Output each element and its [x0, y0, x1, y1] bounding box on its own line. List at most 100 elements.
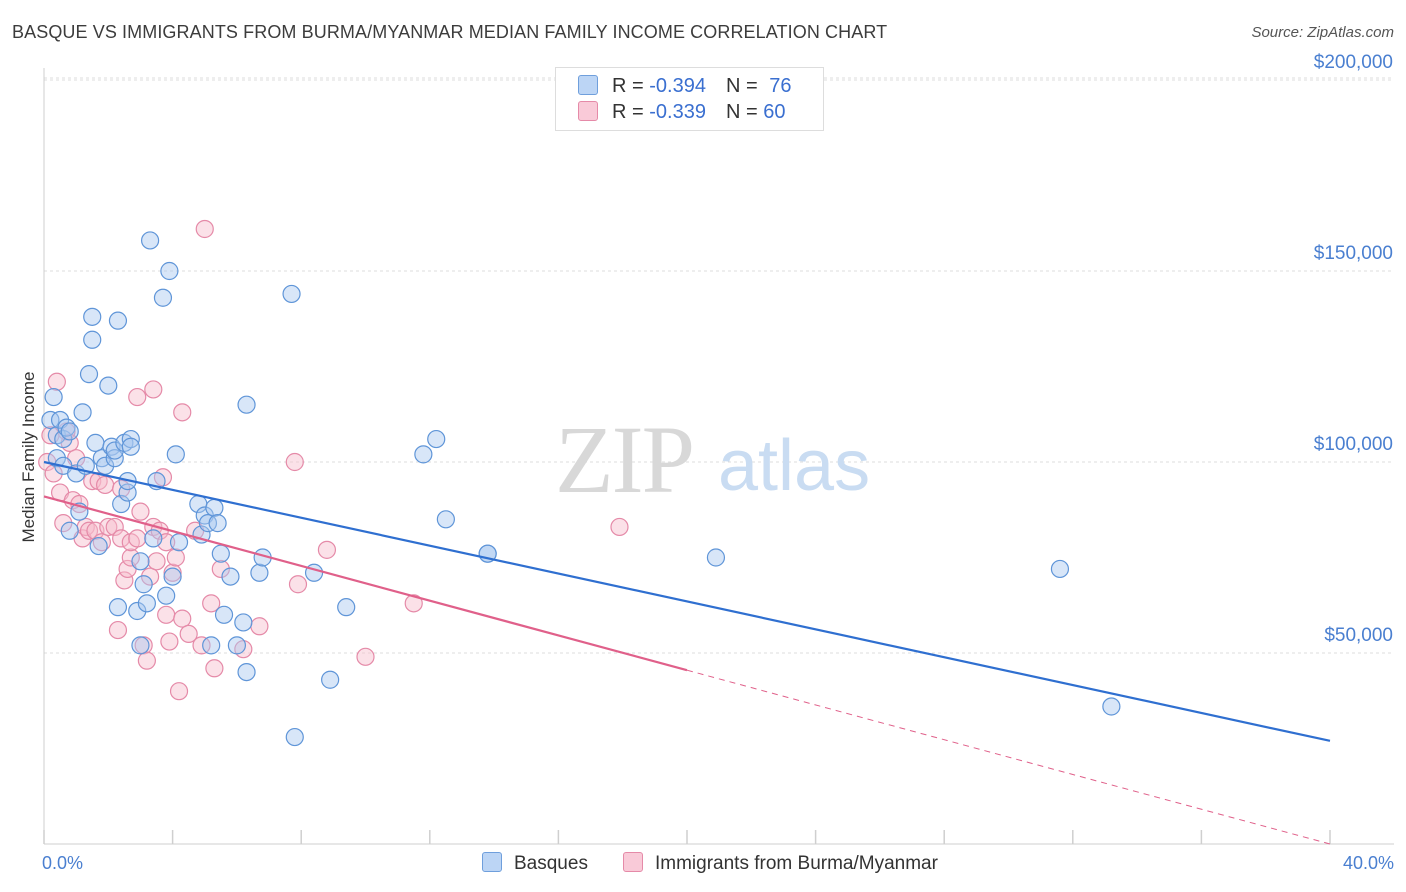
data-point-basques — [706, 548, 726, 567]
data-point-basques — [234, 613, 253, 632]
data-point-immigrants — [356, 647, 375, 666]
data-point-immigrants — [157, 605, 176, 624]
trend-line-basques — [43, 460, 1331, 742]
data-point-immigrants — [112, 529, 131, 548]
data-point-basques — [169, 533, 189, 552]
data-point-basques — [73, 403, 92, 422]
series-legend-basques[interactable]: Basques — [482, 852, 588, 875]
data-point-basques — [202, 636, 221, 655]
watermark-zip: ZIP — [555, 406, 693, 513]
data-point-immigrants — [192, 636, 211, 655]
data-point-immigrants — [79, 521, 99, 540]
watermark-atlas: atlas — [718, 426, 870, 506]
series-swatch-pink — [623, 852, 643, 872]
series-swatch-blue — [482, 852, 502, 872]
data-point-basques — [157, 586, 176, 605]
data-point-basques — [121, 429, 140, 449]
data-point-basques — [105, 449, 124, 468]
data-point-basques — [160, 261, 179, 281]
data-point-immigrants — [173, 403, 192, 422]
data-point-basques — [250, 563, 269, 582]
series-legend-immigrants[interactable]: Immigrants from Burma/Myanmar — [623, 852, 938, 875]
data-point-immigrants — [115, 571, 134, 590]
data-point-basques — [1050, 559, 1070, 579]
data-point-immigrants — [99, 517, 118, 537]
axes — [43, 68, 1394, 845]
data-point-immigrants — [202, 594, 221, 613]
data-point-basques — [205, 498, 224, 517]
data-point-basques — [89, 536, 108, 556]
data-point-immigrants — [54, 514, 73, 533]
data-point-immigrants — [147, 552, 166, 571]
data-point-basques — [214, 605, 234, 624]
y-tick-label: $150,000 — [1314, 243, 1393, 264]
data-point-immigrants — [166, 548, 185, 567]
legend-r-value: -0.339 — [649, 101, 706, 123]
legend-n-label: N = — [725, 75, 764, 97]
data-point-basques — [282, 284, 301, 304]
x-tick-labels: 0.0% 40.0% — [42, 853, 1394, 873]
data-point-immigrants — [179, 624, 198, 644]
y-tick-label: $50,000 — [1324, 625, 1393, 646]
data-point-basques — [237, 395, 256, 414]
data-point-immigrants — [108, 620, 128, 640]
data-point-immigrants — [173, 609, 192, 628]
data-point-basques — [79, 365, 99, 384]
y-tick-labels: $50,000 $100,000 $150,000 $200,000 — [1314, 52, 1393, 646]
trend-line-immigrants — [43, 495, 688, 672]
legend-r-value: -0.394 — [649, 75, 706, 97]
data-point-immigrants — [317, 540, 337, 559]
data-point-basques — [131, 552, 150, 571]
data-point-immigrants — [169, 682, 189, 701]
data-point-basques — [60, 521, 79, 540]
data-point-immigrants — [195, 219, 214, 239]
data-point-immigrants — [131, 502, 150, 521]
y-axis-label: Median Family Income — [19, 371, 38, 542]
y-tick-label: $200,000 — [1314, 52, 1393, 73]
data-point-immigrants — [47, 372, 66, 391]
legend-r-label: R = — [612, 101, 650, 123]
data-point-basques — [163, 567, 182, 586]
legend-r-label: R = — [612, 75, 650, 97]
data-point-basques — [211, 544, 230, 563]
legend-n-value: 76 — [769, 75, 792, 97]
data-point-immigrants — [160, 632, 179, 651]
data-point-basques — [108, 598, 128, 617]
data-point-basques — [134, 575, 153, 594]
data-point-immigrants — [121, 548, 140, 567]
data-point-basques — [99, 376, 118, 395]
data-point-basques — [221, 567, 240, 586]
data-point-basques — [60, 422, 79, 441]
data-point-basques — [237, 662, 256, 682]
legend-row-immigrants: R = -0.339 N = 60 — [578, 101, 785, 127]
data-point-immigrants — [285, 452, 304, 472]
data-point-immigrants — [205, 659, 224, 678]
data-point-basques — [208, 514, 227, 533]
data-point-basques — [427, 429, 446, 449]
watermark: ZIP atlas — [555, 406, 870, 513]
data-point-basques — [83, 330, 102, 349]
legend-n-label: N = — [725, 101, 764, 123]
data-point-basques — [285, 727, 304, 747]
data-point-immigrants — [610, 517, 629, 537]
data-point-basques — [54, 429, 73, 449]
grid-lines — [44, 77, 1394, 654]
trend-lines — [43, 460, 1331, 845]
data-point-basques — [44, 387, 63, 407]
data-point-immigrants — [404, 594, 423, 613]
data-point-basques — [414, 445, 433, 464]
data-point-immigrants — [140, 567, 160, 586]
data-point-basques — [121, 437, 140, 456]
data-point-basques — [227, 636, 246, 655]
y-tick-label: $100,000 — [1314, 434, 1393, 455]
trend-line-immigrants-extension — [686, 669, 1331, 845]
data-point-basques — [153, 288, 173, 307]
data-point-immigrants — [211, 559, 230, 579]
data-point-basques — [144, 529, 163, 548]
data-point-immigrants — [137, 651, 156, 670]
series-legend-basques-label: Basques — [514, 853, 588, 874]
chart-title: BASQUE VS IMMIGRANTS FROM BURMA/MYANMAR … — [12, 22, 888, 42]
data-point-basques — [436, 510, 455, 529]
correlation-legend: R = -0.394 N = 76 R = -0.339 N = 60 — [555, 67, 824, 131]
